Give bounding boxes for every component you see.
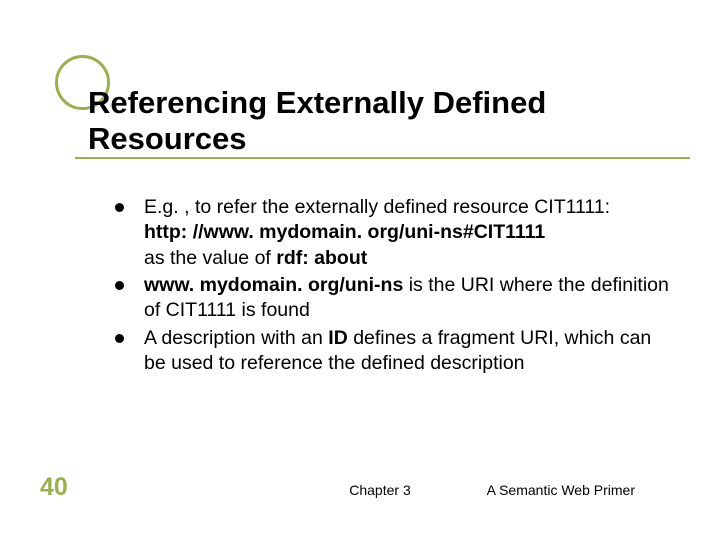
- list-item: A description with an ID defines a fragm…: [115, 326, 670, 377]
- title-underline: [75, 157, 690, 159]
- bullet-text: E.g. , to refer the externally defined r…: [144, 195, 610, 271]
- bullet-text: A description with an ID defines a fragm…: [144, 326, 670, 377]
- list-item: www. mydomain. org/uni-ns is the URI whe…: [115, 273, 670, 324]
- footer-book-title: A Semantic Web Primer: [487, 482, 635, 498]
- bullet-icon: [115, 203, 124, 212]
- bullet-list: E.g. , to refer the externally defined r…: [115, 195, 670, 378]
- bullet-icon: [115, 334, 124, 343]
- bullet-icon: [115, 281, 124, 290]
- bullet-text: www. mydomain. org/uni-ns is the URI whe…: [144, 273, 670, 324]
- slide-title: Referencing Externally Defined Resources: [88, 85, 680, 156]
- list-item: E.g. , to refer the externally defined r…: [115, 195, 670, 271]
